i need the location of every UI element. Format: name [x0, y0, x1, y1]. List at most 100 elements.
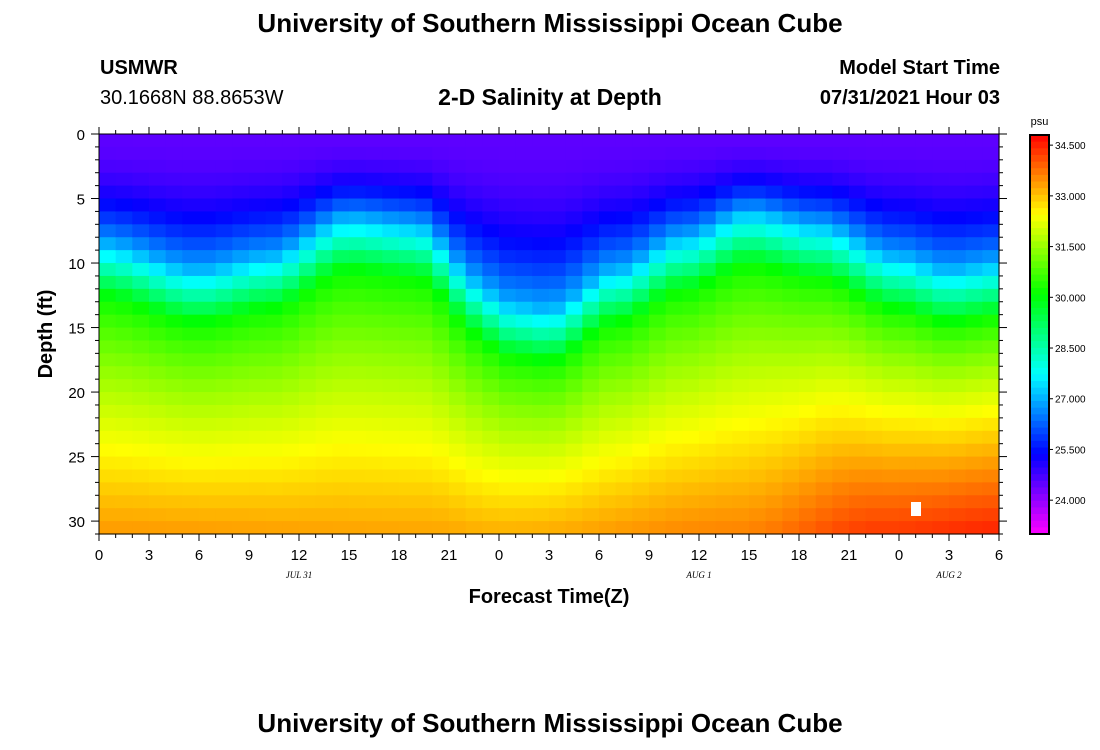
heatmap-cell	[365, 366, 383, 380]
heatmap-cell	[465, 456, 483, 471]
heatmap-cell	[832, 275, 850, 290]
colorbar-tick-label: 25.500	[1055, 445, 1086, 456]
heatmap-cell	[699, 456, 717, 471]
heatmap-cell	[499, 237, 517, 251]
heatmap-cell	[232, 430, 250, 445]
heatmap-cell	[415, 263, 433, 277]
heatmap-cell	[199, 521, 217, 535]
heatmap-cell	[565, 327, 583, 342]
colorbar-segment	[1030, 507, 1049, 515]
heatmap-cell	[315, 508, 333, 522]
heatmap-cell	[265, 185, 283, 200]
colorbar-segment	[1030, 381, 1049, 389]
heatmap-cell	[499, 430, 517, 445]
x-tick-label: 21	[441, 547, 458, 564]
heatmap-cell	[232, 224, 250, 238]
heatmap-cell	[449, 508, 467, 522]
heatmap-cell	[465, 327, 483, 342]
heatmap-cell	[215, 508, 233, 522]
heatmap-cell	[282, 301, 300, 316]
heatmap-cell	[599, 275, 617, 290]
heatmap-cell	[182, 392, 200, 406]
heatmap-cell	[165, 211, 183, 225]
heatmap-cell	[465, 430, 483, 445]
heatmap-cell	[665, 379, 683, 393]
heatmap-cell	[665, 353, 683, 367]
heatmap-cell	[432, 469, 450, 483]
heatmap-cell	[749, 250, 767, 264]
colorbar-segment	[1030, 301, 1049, 309]
heatmap-cell	[249, 314, 267, 329]
heatmap-cell	[332, 417, 350, 432]
heatmap-cell	[165, 301, 183, 316]
heatmap-cell	[715, 224, 733, 238]
heatmap-cell	[149, 340, 167, 354]
heatmap-cell	[915, 456, 933, 471]
heatmap-cell	[932, 404, 950, 419]
heatmap-cell	[149, 301, 167, 316]
heatmap-cell	[349, 353, 367, 367]
colorbar-segment	[1030, 361, 1049, 369]
heatmap-cell	[865, 159, 883, 174]
heatmap-cell	[149, 482, 167, 496]
heatmap-cell	[782, 211, 800, 225]
heatmap-cell	[465, 172, 483, 187]
heatmap-cell	[215, 237, 233, 251]
colorbar-segment	[1030, 474, 1049, 482]
heatmap-cell	[299, 211, 317, 225]
heatmap-cell	[349, 340, 367, 354]
heatmap-cell	[515, 237, 533, 251]
heatmap-cell	[965, 134, 983, 148]
heatmap-cell	[865, 404, 883, 419]
heatmap-cell	[599, 392, 617, 406]
colorbar-segment	[1030, 234, 1049, 242]
heatmap-cell	[399, 224, 417, 238]
heatmap-cell	[732, 224, 750, 238]
heatmap-cell	[649, 508, 667, 522]
heatmap-cell	[665, 172, 683, 187]
x-tick-label: 12	[691, 547, 708, 564]
heatmap-cell	[315, 224, 333, 238]
heatmap-cell	[365, 379, 383, 393]
heatmap-cell	[765, 314, 783, 329]
heatmap-cell	[815, 224, 833, 238]
heatmap-cell	[399, 495, 417, 509]
heatmap-cell	[982, 275, 1000, 290]
heatmap-cell	[299, 314, 317, 329]
heatmap-cell	[99, 469, 117, 483]
heatmap-cell	[632, 275, 650, 290]
heatmap-cell	[399, 211, 417, 225]
heatmap-cell	[549, 495, 567, 509]
heatmap-cell	[315, 275, 333, 290]
heatmap-cell	[215, 469, 233, 483]
heatmap-cell	[132, 482, 150, 496]
heatmap-cell	[482, 172, 500, 187]
colorbar-segment	[1030, 367, 1049, 375]
heatmap-cell	[699, 275, 717, 290]
heatmap-cell	[532, 211, 550, 225]
heatmap-cell	[349, 237, 367, 251]
heatmap-cell	[682, 495, 700, 509]
heatmap-cell	[632, 482, 650, 496]
heatmap-cell	[349, 263, 367, 277]
heatmap-cell	[415, 237, 433, 251]
heatmap-cell	[582, 134, 600, 148]
heatmap-cell	[382, 263, 400, 277]
heatmap-cell	[599, 198, 617, 213]
colorbar-segment	[1030, 168, 1049, 176]
heatmap-cell	[715, 301, 733, 316]
heatmap-cell	[149, 250, 167, 264]
heatmap-cell	[182, 469, 200, 483]
heatmap-cell	[932, 521, 950, 535]
heatmap-cell	[615, 404, 633, 419]
heatmap-cell	[415, 353, 433, 367]
colorbar-segment	[1030, 188, 1049, 196]
heatmap-cell	[615, 430, 633, 445]
heatmap-cell	[932, 288, 950, 303]
heatmap-cell	[965, 250, 983, 264]
heatmap-cell	[632, 134, 650, 148]
heatmap-cell	[132, 430, 150, 445]
heatmap-cell	[515, 508, 533, 522]
heatmap-cell	[599, 482, 617, 496]
heatmap-cell	[799, 456, 817, 471]
